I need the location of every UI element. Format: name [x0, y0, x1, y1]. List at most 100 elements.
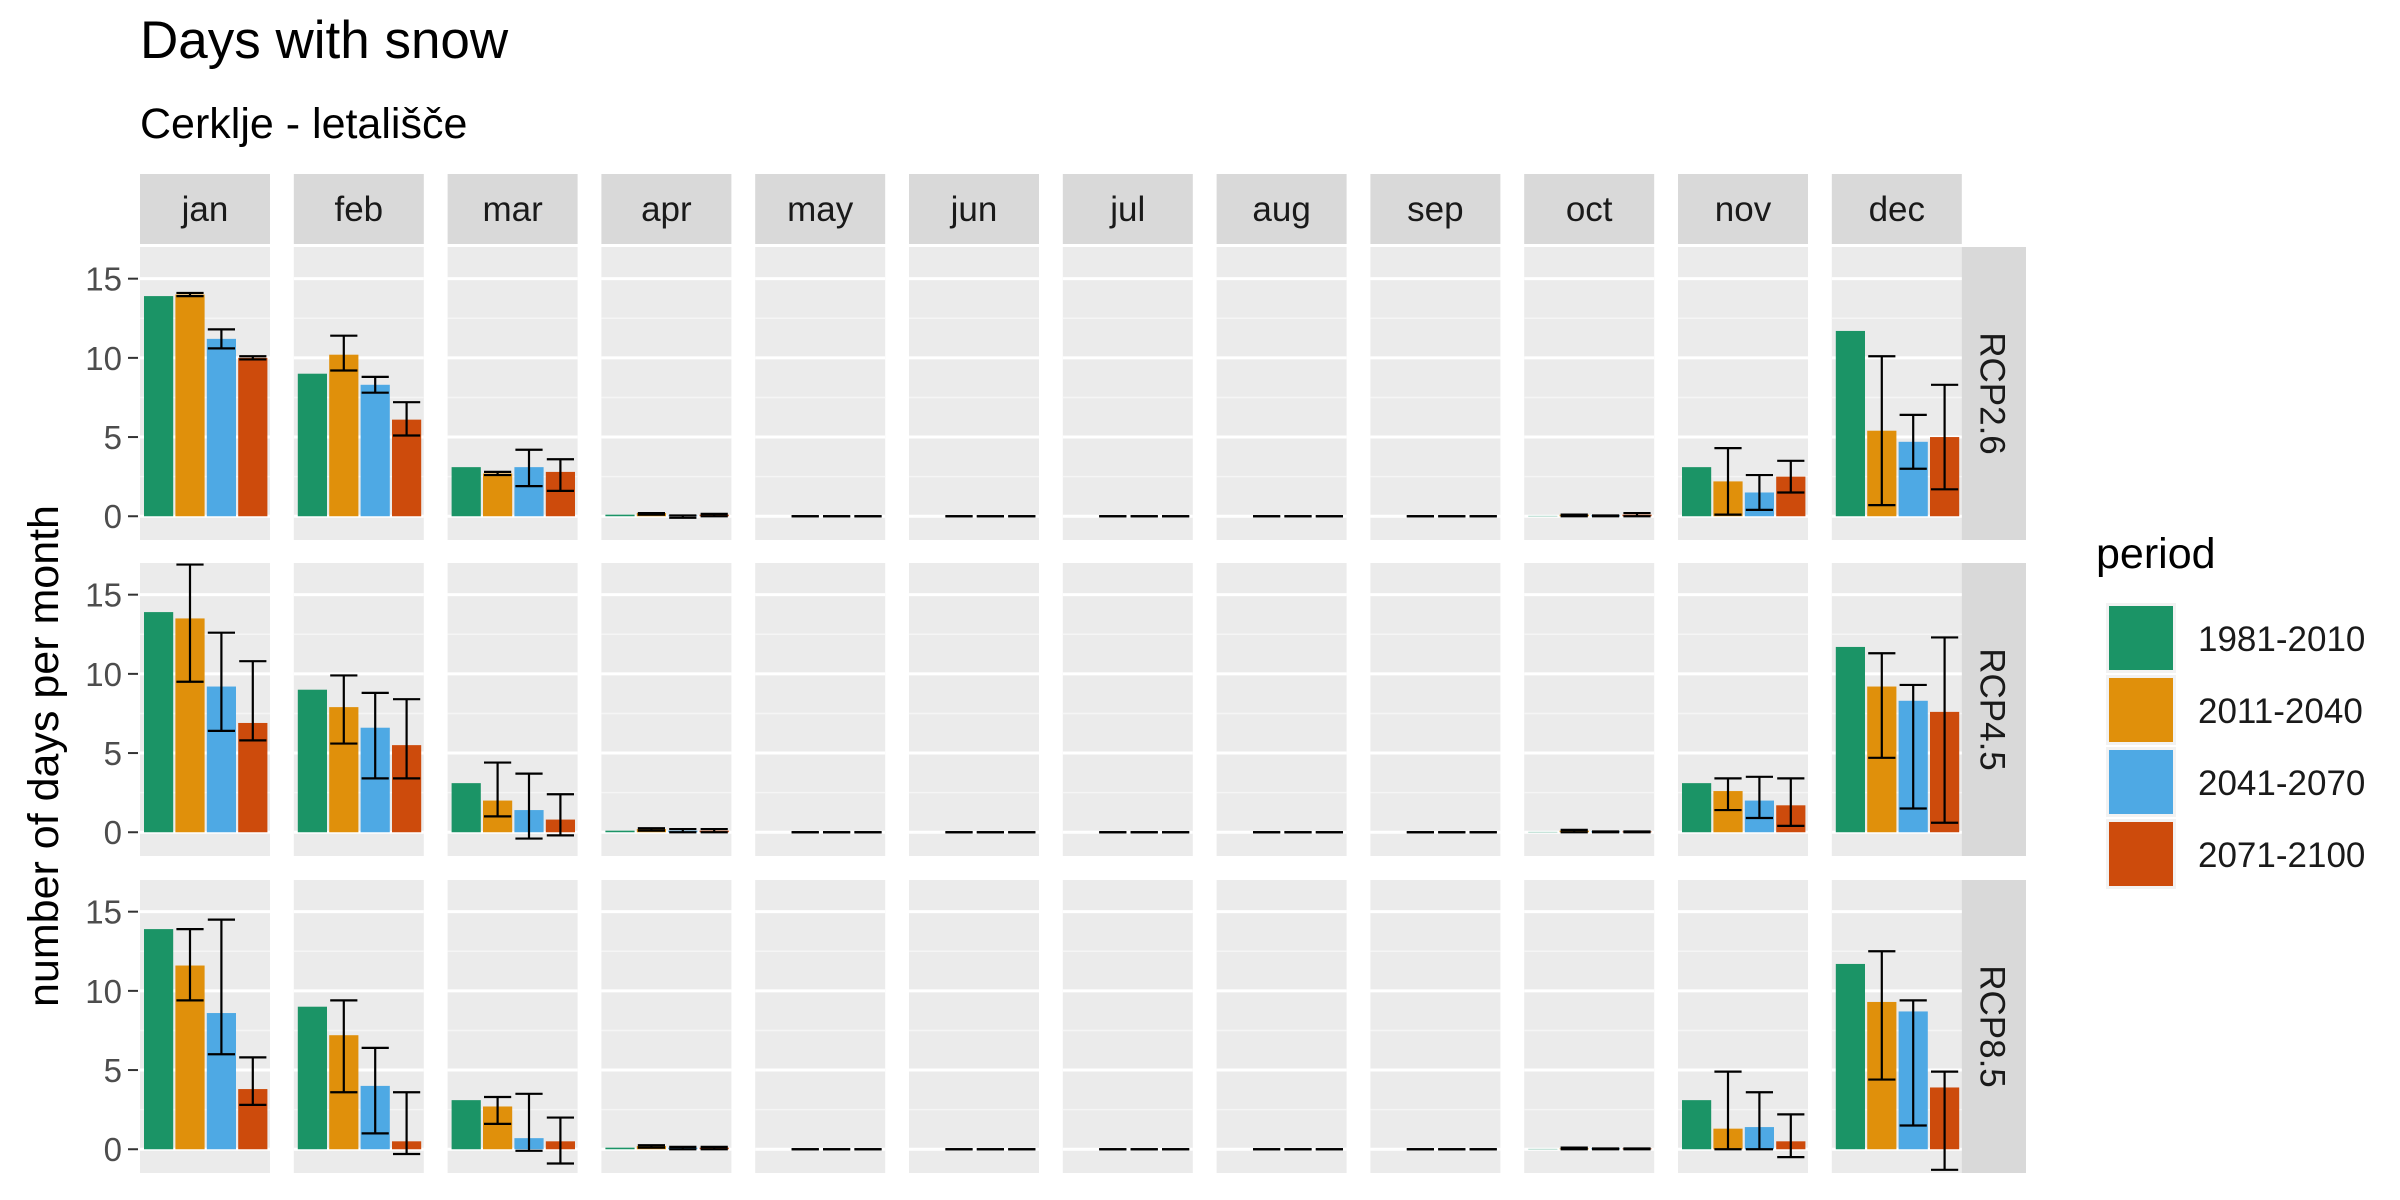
- legend-label-2041-2070: 2041-2070: [2198, 764, 2365, 803]
- error-bar: [207, 328, 235, 350]
- panels-layer: jan feb mar apr may jun jul aug sep oct nov dec RCP2…: [85, 174, 2026, 1173]
- bar-1981-2010: [451, 783, 481, 833]
- y-tick-label: 15: [85, 894, 122, 931]
- month-strip: [447, 174, 578, 244]
- error-bar: [515, 448, 543, 488]
- error-bar: [1714, 777, 1742, 812]
- error-bar: [1777, 459, 1805, 494]
- panel-background: [1370, 563, 1501, 856]
- panel-background: [909, 563, 1039, 856]
- error-bar: [669, 827, 697, 834]
- legend: period 1981-2010 2011-2040 2041-2070 2071-2…: [2096, 530, 2365, 889]
- y-tick-label: 15: [85, 261, 122, 298]
- error-bar: [484, 470, 512, 477]
- month-label-feb: feb: [334, 190, 383, 229]
- error-bar: [393, 698, 421, 780]
- error-bar: [330, 334, 358, 372]
- month-strip: [140, 174, 270, 244]
- error-bar: [1745, 1091, 1773, 1151]
- month-label-oct: oct: [1566, 190, 1613, 229]
- error-bar: [1560, 828, 1588, 834]
- error-bar: [1623, 830, 1651, 834]
- scenario-strip: [1958, 563, 2026, 856]
- error-bar: [700, 512, 728, 518]
- legend-label-2011-2040: 2011-2040: [2198, 692, 2363, 731]
- bar-1981-2010: [144, 929, 174, 1150]
- y-tick-label: 0: [104, 1131, 122, 1168]
- bar-2011-2040: [175, 294, 205, 517]
- bar-1981-2010: [1682, 783, 1712, 833]
- error-bar: [1560, 1146, 1588, 1151]
- error-bar: [393, 401, 421, 437]
- error-bar: [1868, 950, 1896, 1081]
- bar-1981-2010: [297, 689, 327, 833]
- legend-label-2071-2100: 2071-2100: [2198, 836, 2365, 875]
- chart-subtitle: Cerklje - letališče: [140, 100, 467, 148]
- bar-2011-2040: [483, 473, 513, 517]
- error-bar: [669, 1145, 697, 1151]
- error-bar: [361, 1046, 389, 1135]
- error-bar: [669, 514, 697, 519]
- error-bar: [1899, 683, 1927, 810]
- panel-background: [1370, 880, 1501, 1173]
- bar-2041-2070: [360, 384, 390, 517]
- error-bar: [239, 1056, 267, 1106]
- bar-2041-2070: [206, 338, 236, 517]
- month-strip: [755, 174, 886, 244]
- panel-background: [755, 880, 886, 1173]
- error-bar: [176, 563, 204, 683]
- month-label-dec: dec: [1869, 190, 1925, 229]
- month-strip: [909, 174, 1039, 244]
- panel-background: [601, 563, 732, 856]
- y-tick-label: 5: [104, 1052, 122, 1089]
- legend-title: period: [2096, 530, 2216, 578]
- legend-swatch-2011-2040: [2109, 678, 2173, 742]
- error-bar: [484, 761, 512, 818]
- y-tick-label: 0: [104, 498, 122, 535]
- error-bar: [1623, 511, 1651, 518]
- error-bar: [637, 1144, 665, 1149]
- scenario-strip: [1958, 880, 2026, 1173]
- bar-2011-2040: [329, 354, 359, 517]
- error-bar: [1623, 1147, 1651, 1151]
- panel-background: [1524, 880, 1655, 1173]
- month-strip: [1524, 174, 1655, 244]
- bar-1981-2010: [451, 1100, 481, 1150]
- bar-1981-2010: [451, 467, 481, 517]
- month-strip: [1831, 174, 1962, 244]
- error-bar: [1560, 513, 1588, 518]
- y-tick-label: 10: [85, 656, 122, 693]
- panel-background: [909, 880, 1039, 1173]
- error-bar: [1931, 1070, 1959, 1171]
- bar-1981-2010: [605, 830, 635, 833]
- panel-background: [1062, 563, 1193, 856]
- month-label-jun: jun: [950, 190, 998, 229]
- bar-1981-2010: [605, 514, 635, 517]
- error-bar: [1777, 777, 1805, 828]
- error-bar: [546, 458, 574, 493]
- error-bar: [484, 1095, 512, 1126]
- error-bar: [207, 918, 235, 1056]
- error-bar: [361, 691, 389, 780]
- panel-background: [1370, 247, 1501, 540]
- error-bar: [393, 1091, 421, 1156]
- scenario-label: RCP2.6: [1973, 332, 2012, 455]
- error-bar: [546, 1116, 574, 1165]
- panel-background: [755, 247, 886, 540]
- bar-1981-2010: [1835, 646, 1865, 833]
- error-bar: [176, 291, 204, 298]
- error-bar: [1931, 383, 1959, 491]
- error-bar: [1868, 652, 1896, 759]
- bar-1981-2010: [144, 612, 174, 833]
- bar-1981-2010: [297, 1006, 327, 1150]
- error-bar: [546, 793, 574, 837]
- month-strip: [601, 174, 732, 244]
- panel-background: [601, 880, 732, 1173]
- error-bar: [1899, 999, 1927, 1127]
- error-bar: [1592, 1147, 1620, 1151]
- panel-background: [1216, 563, 1347, 856]
- month-label-aug: aug: [1252, 190, 1310, 229]
- error-bar: [361, 375, 389, 394]
- error-bar: [1868, 355, 1896, 507]
